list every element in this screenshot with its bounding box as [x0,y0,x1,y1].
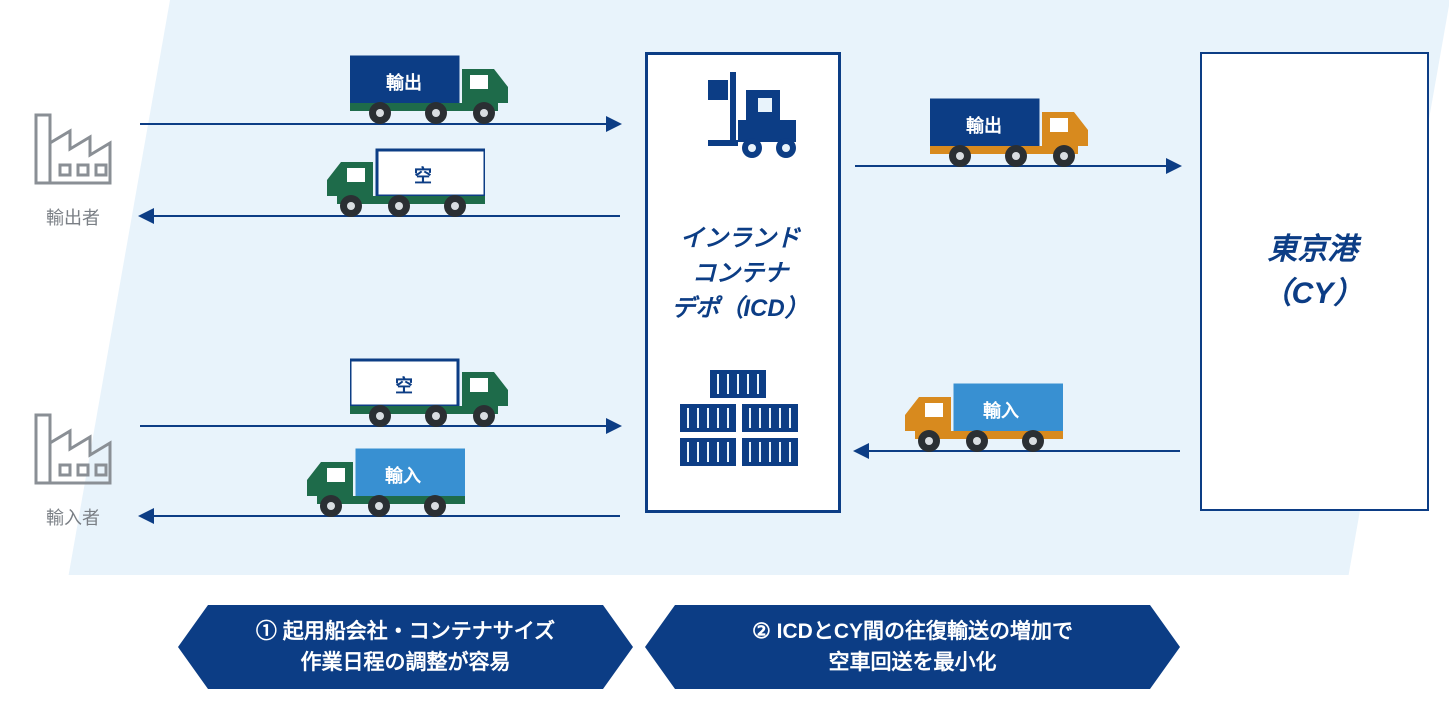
factory-icon-importer [28,390,118,500]
truck-container-label: 輸入 [951,397,1051,423]
exporter-label: 輸出者 [28,204,118,230]
truck-container-label: 輸入 [353,462,453,488]
factory-icon-exporter [28,90,118,200]
truck-container-label: 輸出 [934,112,1034,138]
importer-label: 輸入者 [28,504,118,530]
truck-container-label: 輸出 [354,69,454,95]
banner-2-text: ② ICDとCY間の往復輸送の増加で 空車回送を最小化 [675,605,1150,689]
diagram-stage: 輸出者 輸入者 インランド コンテナ デポ（ICD） 東京港 （CY） 輸出 空 [0,0,1449,713]
banner-2: ② ICDとCY間の往復輸送の増加で 空車回送を最小化 [645,605,1180,689]
banner-1: ① 起用船会社・コンテナサイズ 作業日程の調整が容易 [178,605,633,689]
forklift-icon [708,72,808,172]
banner-1-text: ① 起用船会社・コンテナサイズ 作業日程の調整が容易 [208,605,603,689]
tokyo-port-label: 東京港 （CY） [1200,228,1425,315]
truck-container-label: 空 [373,162,473,188]
container-stack-icon [680,370,800,470]
icd-label: インランド コンテナ デポ（ICD） [645,222,835,326]
truck-container-label: 空 [354,372,454,398]
